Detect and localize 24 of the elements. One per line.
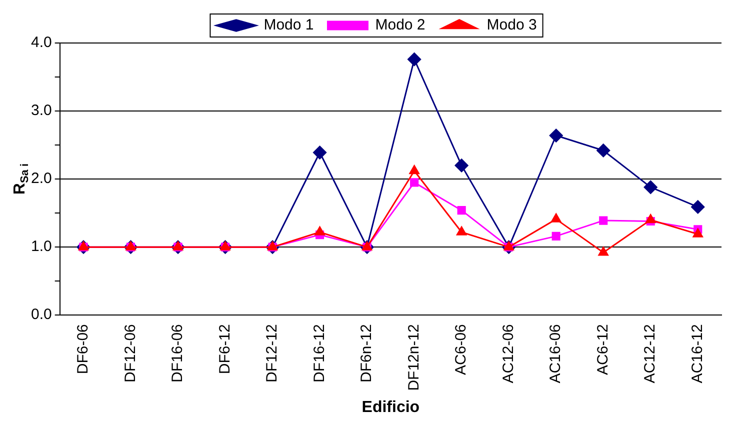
x-tick-label: DF12-12 (264, 324, 281, 382)
x-tick-label: AC6-06 (452, 324, 470, 375)
legend-label: Modo 2 (375, 16, 426, 34)
x-tick-label: DF12-06 (122, 324, 139, 382)
x-tick-label: AC12-12 (642, 324, 659, 384)
x-axis-title: Edificio (362, 398, 420, 416)
x-tick-label: AC16-12 (689, 324, 706, 384)
y-tick-label: 1.0 (30, 238, 52, 256)
x-tick-label: AC6-12 (594, 324, 612, 375)
x-tick-label: AC12-06 (500, 324, 517, 384)
y-tick-label: 3.0 (30, 102, 52, 120)
y-tick-label: 2.0 (30, 170, 52, 188)
x-tick-label: DF6-12 (216, 324, 234, 374)
x-tick-label: DF12n-12 (405, 324, 422, 391)
x-tick-label: DF16-06 (169, 324, 186, 382)
x-tick-label: AC16-06 (547, 324, 564, 384)
y-tick-label: 0.0 (30, 306, 52, 324)
x-tick-label: DF6-06 (74, 324, 92, 374)
x-tick-label: DF16-12 (310, 324, 328, 382)
y-tick-label: 4.0 (30, 34, 52, 52)
x-tick-label: DF6n-12 (358, 324, 376, 382)
y-axis-title: RSa i (11, 163, 32, 195)
legend-label: Modo 3 (486, 16, 537, 34)
legend-label: Modo 1 (264, 16, 314, 34)
